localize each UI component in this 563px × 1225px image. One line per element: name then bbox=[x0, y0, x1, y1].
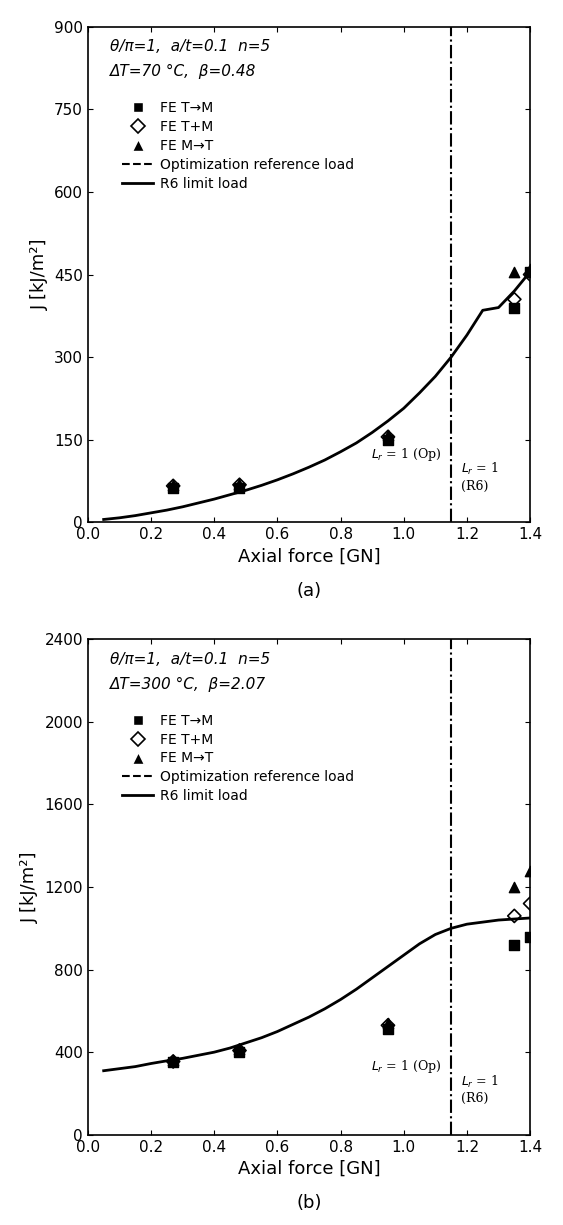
Point bbox=[383, 1013, 392, 1033]
Text: ΔT=70 °C,  β=0.48: ΔT=70 °C, β=0.48 bbox=[110, 64, 256, 78]
Legend: FE T→M, FE T+M, FE M→T, Optimization reference load, R6 limit load: FE T→M, FE T+M, FE M→T, Optimization ref… bbox=[117, 708, 360, 808]
Y-axis label: J [kJ/m²]: J [kJ/m²] bbox=[21, 851, 39, 922]
Point bbox=[235, 1041, 244, 1061]
Text: ΔT=300 °C,  β=2.07: ΔT=300 °C, β=2.07 bbox=[110, 676, 266, 691]
Y-axis label: J [kJ/m²]: J [kJ/m²] bbox=[30, 239, 48, 310]
Text: $L_r$ = 1 (Op): $L_r$ = 1 (Op) bbox=[372, 446, 441, 463]
Text: $L_r$ = 1 (Op): $L_r$ = 1 (Op) bbox=[372, 1058, 441, 1076]
Point bbox=[383, 430, 392, 450]
Text: $L_r$ = 1
(R6): $L_r$ = 1 (R6) bbox=[461, 462, 498, 492]
X-axis label: Axial force [GN]: Axial force [GN] bbox=[238, 548, 380, 566]
Point bbox=[169, 1051, 178, 1071]
Text: θ/π=1,  a/t=0.1  n=5: θ/π=1, a/t=0.1 n=5 bbox=[110, 652, 270, 666]
Point bbox=[235, 475, 244, 495]
Text: θ/π=1,  a/t=0.1  n=5: θ/π=1, a/t=0.1 n=5 bbox=[110, 39, 270, 54]
Point bbox=[526, 927, 535, 947]
Point bbox=[510, 298, 519, 317]
Point bbox=[526, 861, 535, 881]
Point bbox=[526, 265, 535, 284]
X-axis label: Axial force [GN]: Axial force [GN] bbox=[238, 1160, 380, 1178]
Point bbox=[383, 428, 392, 447]
Point bbox=[510, 877, 519, 897]
Point bbox=[383, 1019, 392, 1039]
Point bbox=[235, 474, 244, 494]
Text: (a): (a) bbox=[297, 582, 321, 600]
Point bbox=[235, 478, 244, 497]
Point bbox=[169, 1051, 178, 1071]
Point bbox=[235, 1042, 244, 1062]
Point bbox=[510, 935, 519, 954]
Point bbox=[526, 262, 535, 282]
Point bbox=[235, 1039, 244, 1058]
Point bbox=[510, 262, 519, 282]
Legend: FE T→M, FE T+M, FE M→T, Optimization reference load, R6 limit load: FE T→M, FE T+M, FE M→T, Optimization ref… bbox=[117, 96, 360, 196]
Point bbox=[169, 477, 178, 496]
Point bbox=[383, 425, 392, 445]
Point bbox=[510, 289, 519, 309]
Point bbox=[169, 475, 178, 495]
Point bbox=[169, 1052, 178, 1072]
Point bbox=[169, 478, 178, 497]
Point bbox=[383, 1016, 392, 1035]
Point bbox=[510, 906, 519, 926]
Text: (b): (b) bbox=[296, 1194, 321, 1213]
Text: $L_r$ = 1
(R6): $L_r$ = 1 (R6) bbox=[461, 1074, 498, 1105]
Point bbox=[526, 894, 535, 914]
Point bbox=[526, 260, 535, 279]
